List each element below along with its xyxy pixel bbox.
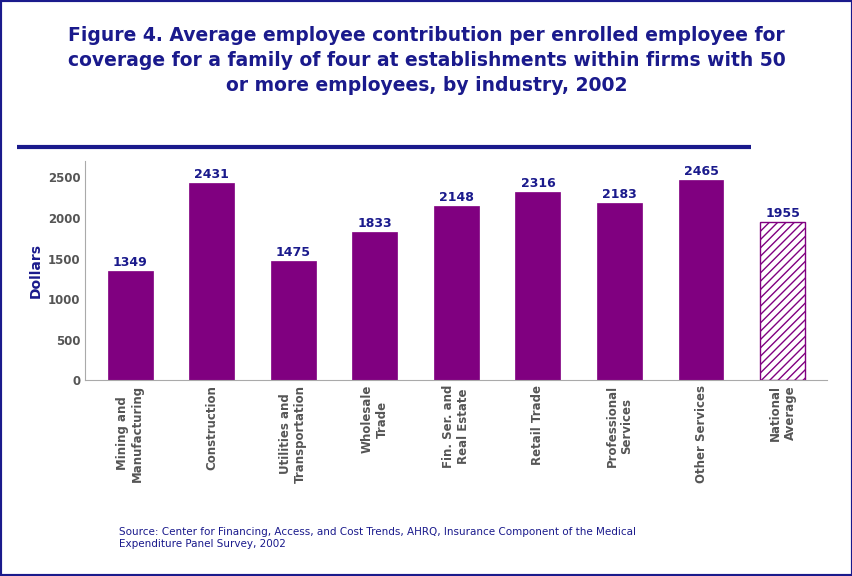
Text: Figure 4. Average employee contribution per enrolled employee for
coverage for a: Figure 4. Average employee contribution … — [67, 26, 785, 95]
Text: 1475: 1475 — [275, 245, 310, 259]
Bar — [352, 232, 397, 380]
Bar — [189, 183, 233, 380]
Text: 1833: 1833 — [357, 217, 392, 230]
Bar — [515, 192, 560, 380]
Text: 2316: 2316 — [520, 177, 555, 191]
Bar — [759, 222, 804, 380]
Text: 1955: 1955 — [764, 207, 799, 219]
Bar — [107, 271, 153, 380]
Bar — [434, 206, 478, 380]
Text: 2465: 2465 — [682, 165, 717, 179]
Text: Source: Center for Financing, Access, and Cost Trends, AHRQ, Insurance Component: Source: Center for Financing, Access, an… — [119, 527, 636, 548]
Text: 2431: 2431 — [194, 168, 229, 181]
Bar — [678, 180, 722, 380]
Text: 1349: 1349 — [112, 256, 147, 269]
Text: 2148: 2148 — [439, 191, 473, 204]
Bar — [270, 260, 315, 380]
Text: 2183: 2183 — [602, 188, 636, 201]
Bar — [596, 203, 641, 380]
Y-axis label: Dollars: Dollars — [28, 243, 43, 298]
